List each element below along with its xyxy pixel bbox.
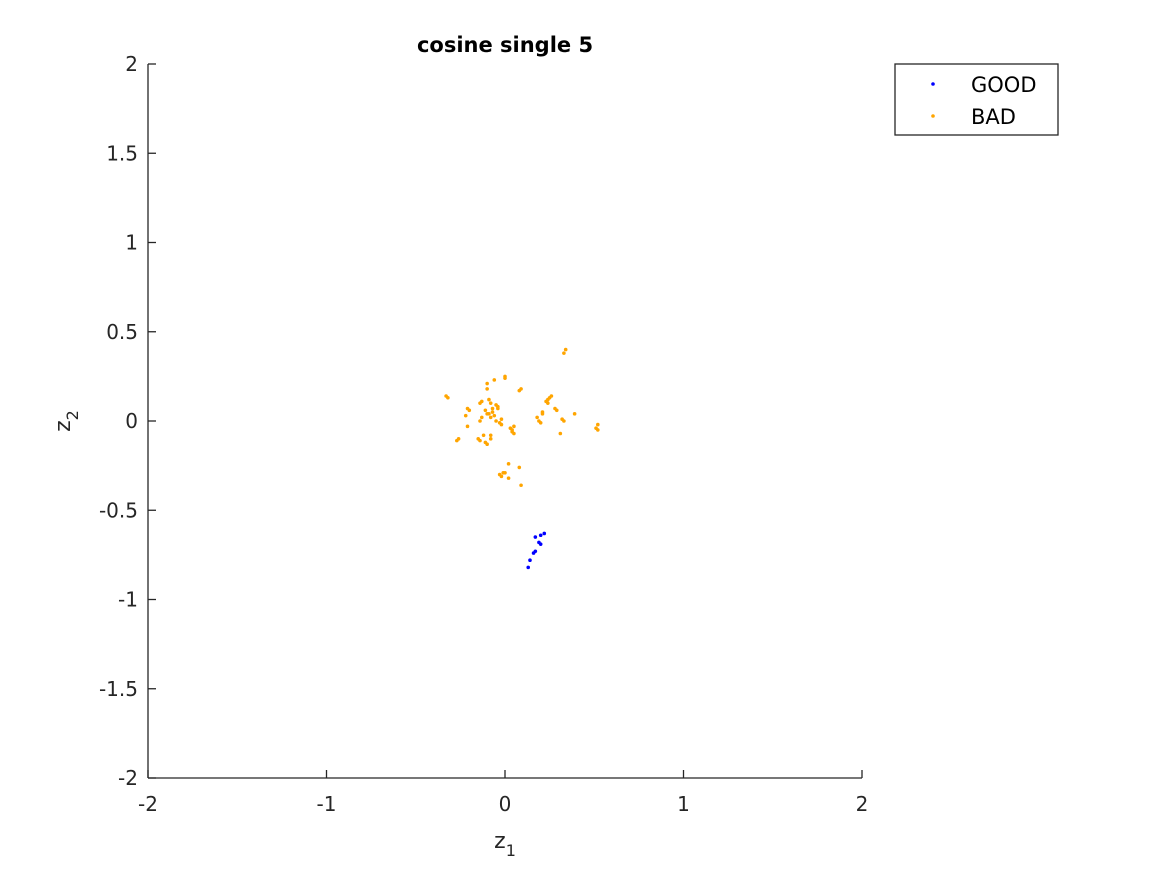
data-point-bad — [596, 422, 600, 427]
data-point-bad — [488, 433, 493, 438]
data-point-bad — [563, 347, 568, 352]
series-bad — [444, 347, 600, 488]
data-point-bad — [485, 442, 489, 447]
data-point-bad — [463, 413, 468, 418]
legend: GOOD BAD — [894, 63, 1059, 136]
data-point-bad — [488, 437, 493, 441]
data-point-bad — [546, 401, 550, 405]
x-tick-label: 2 — [856, 792, 869, 816]
data-point-good — [528, 558, 532, 563]
y-tick-label: 1.5 — [106, 141, 138, 165]
legend-label-bad: BAD — [971, 105, 1016, 129]
data-point-bad — [488, 415, 493, 420]
data-point-bad — [490, 406, 495, 411]
data-point-bad — [503, 470, 507, 475]
data-point-bad — [538, 420, 543, 425]
data-point-bad — [562, 351, 566, 355]
data-point-bad — [479, 399, 484, 404]
data-point-bad — [478, 419, 482, 423]
legend-marker-good — [931, 82, 935, 86]
data-point-good — [533, 535, 538, 539]
data-point-bad — [479, 415, 484, 420]
y-axis-label-base: z — [51, 420, 76, 432]
x-axis-label: z1 — [494, 829, 516, 860]
x-axis-label-sub: 1 — [506, 841, 516, 860]
data-point-bad — [554, 408, 559, 413]
data-point-good — [538, 542, 543, 546]
x-tick-label: -2 — [138, 792, 158, 816]
y-axis-label: z2 — [51, 410, 82, 432]
data-point-bad — [487, 397, 491, 402]
data-point-bad — [503, 376, 507, 380]
y-tick-label: -1 — [118, 588, 138, 612]
y-axis-label-sub: 2 — [63, 410, 82, 420]
data-point-bad — [499, 474, 504, 479]
legend-marker-bad — [931, 114, 935, 118]
data-point-bad — [446, 395, 450, 400]
data-point-bad — [485, 381, 489, 386]
data-point-bad — [562, 419, 566, 423]
legend-box — [894, 63, 1059, 136]
plot-axes — [147, 64, 862, 779]
x-axis-label-base: z — [494, 829, 506, 854]
data-point-bad — [510, 428, 514, 432]
data-point-bad — [481, 433, 486, 438]
data-point-bad — [519, 387, 523, 391]
data-point-bad — [485, 387, 489, 391]
data-point-good — [526, 565, 531, 570]
y-tick-label: 0.5 — [106, 320, 138, 344]
y-tick-label: 0 — [125, 409, 138, 433]
data-point-bad — [499, 417, 504, 422]
data-point-bad — [506, 462, 511, 466]
data-point-bad — [506, 476, 511, 480]
legend-label-good: GOOD — [971, 73, 1037, 97]
data-point-good — [531, 551, 536, 555]
y-ticks: -2 -1.5 -1 -0.5 0 0.5 1 1.5 2 — [99, 52, 156, 790]
data-points — [444, 347, 600, 570]
data-point-bad — [456, 437, 461, 441]
series-good — [526, 531, 547, 570]
y-tick-label: 1 — [125, 231, 138, 255]
y-tick-label: -0.5 — [99, 498, 138, 522]
data-point-bad — [496, 406, 500, 411]
data-point-bad — [467, 408, 472, 413]
data-point-good — [542, 531, 547, 536]
data-point-bad — [535, 415, 539, 420]
data-point-bad — [517, 465, 522, 470]
data-point-bad — [499, 422, 504, 427]
data-point-bad — [492, 378, 497, 382]
data-point-bad — [540, 410, 545, 414]
data-point-bad — [490, 410, 495, 414]
data-point-bad — [558, 431, 563, 436]
data-point-bad — [487, 412, 491, 416]
y-tick-label: 2 — [125, 52, 138, 76]
data-point-bad — [519, 483, 523, 488]
data-point-bad — [549, 394, 554, 398]
data-point-bad — [512, 424, 516, 429]
data-point-bad — [572, 412, 577, 416]
y-tick-label: -2 — [118, 766, 138, 790]
data-point-bad — [478, 438, 482, 443]
data-point-bad — [483, 408, 488, 413]
data-point-bad — [594, 426, 598, 430]
chart-title: cosine single 5 — [417, 33, 593, 57]
data-point-bad — [465, 424, 470, 429]
data-point-good — [538, 533, 543, 538]
data-point-bad — [492, 413, 497, 418]
x-ticks: -2 -1 0 1 2 — [138, 770, 868, 816]
x-tick-label: 0 — [499, 792, 512, 816]
data-point-bad — [488, 401, 493, 405]
data-point-bad — [512, 431, 516, 436]
x-tick-label: 1 — [677, 792, 690, 816]
y-tick-label: -1.5 — [99, 677, 138, 701]
x-tick-label: -1 — [317, 792, 337, 816]
data-point-bad — [494, 419, 498, 423]
